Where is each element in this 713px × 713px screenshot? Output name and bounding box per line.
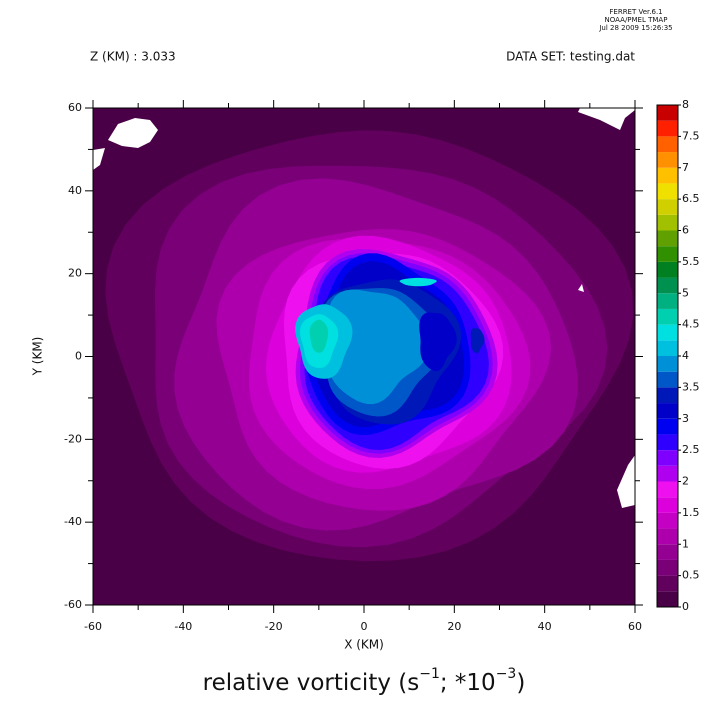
- subtitle-left: Z (KM) : 3.033: [90, 50, 176, 64]
- colorbar-swatch: [657, 575, 678, 592]
- chart-title: relative vorticity (s−1; *10−3): [203, 666, 526, 696]
- title-sup: −1: [419, 666, 440, 682]
- colorbar: 0 0.5 1 1.5 2 2.5 3 3.5 4 4.5 5 5.5 6 6.5 7 7.5 8: [656, 98, 700, 613]
- colorbar-tick-label: 6: [682, 224, 689, 237]
- colorbar-tick-label: 0.5: [682, 569, 700, 582]
- colorbar-swatch: [657, 261, 678, 278]
- colorbar-swatch: [657, 105, 678, 121]
- colorbar-swatch: [657, 544, 678, 560]
- colorbar-tick-label: 8: [682, 98, 689, 111]
- colorbar-swatch: [657, 308, 678, 325]
- colorbar-tick-label: 7.5: [682, 129, 700, 142]
- y-tick-label: 40: [68, 184, 82, 197]
- x-axis-label: X (KM): [344, 638, 384, 652]
- colorbar-swatch: [657, 293, 678, 309]
- colorbar-swatch: [657, 199, 678, 215]
- colorbar-swatch: [657, 214, 678, 231]
- missing-patch: [93, 148, 105, 170]
- colorbar-swatch: [657, 418, 678, 435]
- missing-patch: [578, 108, 635, 130]
- title-sup: −3: [496, 666, 517, 682]
- colorbar-swatch: [657, 450, 678, 466]
- colorbar-tick-label: 4: [682, 349, 689, 362]
- missing-data: [93, 108, 635, 508]
- colorbar-tick-label: 2: [682, 475, 689, 488]
- colorbar-swatch: [657, 403, 678, 419]
- colorbar-swatch: [657, 371, 678, 388]
- colorbar-swatch: [657, 183, 678, 200]
- x-tick-label: -20: [265, 620, 283, 633]
- colorbar-swatch: [657, 340, 678, 356]
- contour-fill: [419, 312, 457, 372]
- colorbar-tick-label: 7: [682, 161, 689, 174]
- colorbar-swatch: [657, 152, 678, 168]
- colorbar-swatch: [657, 481, 678, 498]
- x-tick-label: 0: [361, 620, 368, 633]
- y-tick-label: 0: [75, 350, 82, 363]
- colorbar-tick-label: 3: [682, 412, 689, 425]
- plot-area: [93, 108, 635, 605]
- x-tick-label: 20: [447, 620, 461, 633]
- contour-fill: [309, 319, 329, 353]
- y-tick-label: -20: [64, 432, 82, 445]
- colorbar-tick-label: 1.5: [682, 506, 700, 519]
- colorbar-swatch: [657, 246, 678, 262]
- colorbar-swatch: [657, 277, 678, 294]
- colorbar-swatch: [657, 528, 678, 545]
- colorbar-swatch: [657, 465, 678, 482]
- contour-fill: [470, 328, 485, 354]
- y-axis-label: Y (KM): [31, 337, 45, 377]
- colorbar-tick-label: 1: [682, 537, 689, 550]
- missing-patch: [617, 455, 635, 508]
- colorbar-swatch: [657, 434, 678, 451]
- colorbar-tick-label: 5: [682, 286, 689, 299]
- colorbar-swatch: [657, 512, 678, 529]
- colorbar-swatch: [657, 167, 678, 184]
- colorbar-swatch: [657, 591, 678, 607]
- org-label: NOAA/PMEL TMAP: [605, 16, 668, 24]
- axes: -60 -40 -20 0 20 40 60 -60 -40 -20 0 20 40 60: [64, 100, 643, 633]
- y-tick-label: -40: [64, 515, 82, 528]
- x-tick-label: -40: [174, 620, 192, 633]
- colorbar-swatch: [657, 136, 678, 153]
- colorbar-tick-label: 2.5: [682, 443, 700, 456]
- colorbar-tick-label: 0: [682, 600, 689, 613]
- title-part: ): [516, 670, 525, 696]
- colorbar-swatch: [657, 230, 678, 247]
- colorbar-swatch: [657, 120, 678, 137]
- missing-patch: [108, 118, 158, 148]
- colorbar-swatch: [657, 387, 678, 404]
- y-tick-label: 20: [68, 267, 82, 280]
- y-tick-label: -60: [64, 598, 82, 611]
- contour-fill: [328, 289, 429, 405]
- missing-patch: [578, 284, 584, 292]
- subtitle-right: DATA SET: testing.dat: [506, 50, 635, 64]
- program-label: FERRET Ver.6.1: [609, 8, 662, 16]
- colorbar-swatch: [657, 356, 678, 372]
- x-tick-label: 40: [538, 620, 552, 633]
- colorbar-tick-label: 5.5: [682, 255, 700, 268]
- colorbar-swatch: [657, 559, 678, 576]
- colorbar-swatch: [657, 497, 678, 513]
- x-tick-label: -60: [84, 620, 102, 633]
- title-part: ; *10: [440, 670, 496, 696]
- x-tick-label: 60: [628, 620, 642, 633]
- title-part: relative vorticity (s: [203, 670, 420, 696]
- colorbar-tick-label: 6.5: [682, 192, 700, 205]
- contour-fill: [399, 277, 437, 287]
- y-tick-label: 60: [68, 101, 82, 114]
- colorbar-tick-label: 3.5: [682, 380, 700, 393]
- colorbar-swatch: [657, 324, 678, 341]
- date-label: Jul 28 2009 15:26:35: [598, 24, 672, 32]
- colorbar-tick-label: 4.5: [682, 318, 700, 331]
